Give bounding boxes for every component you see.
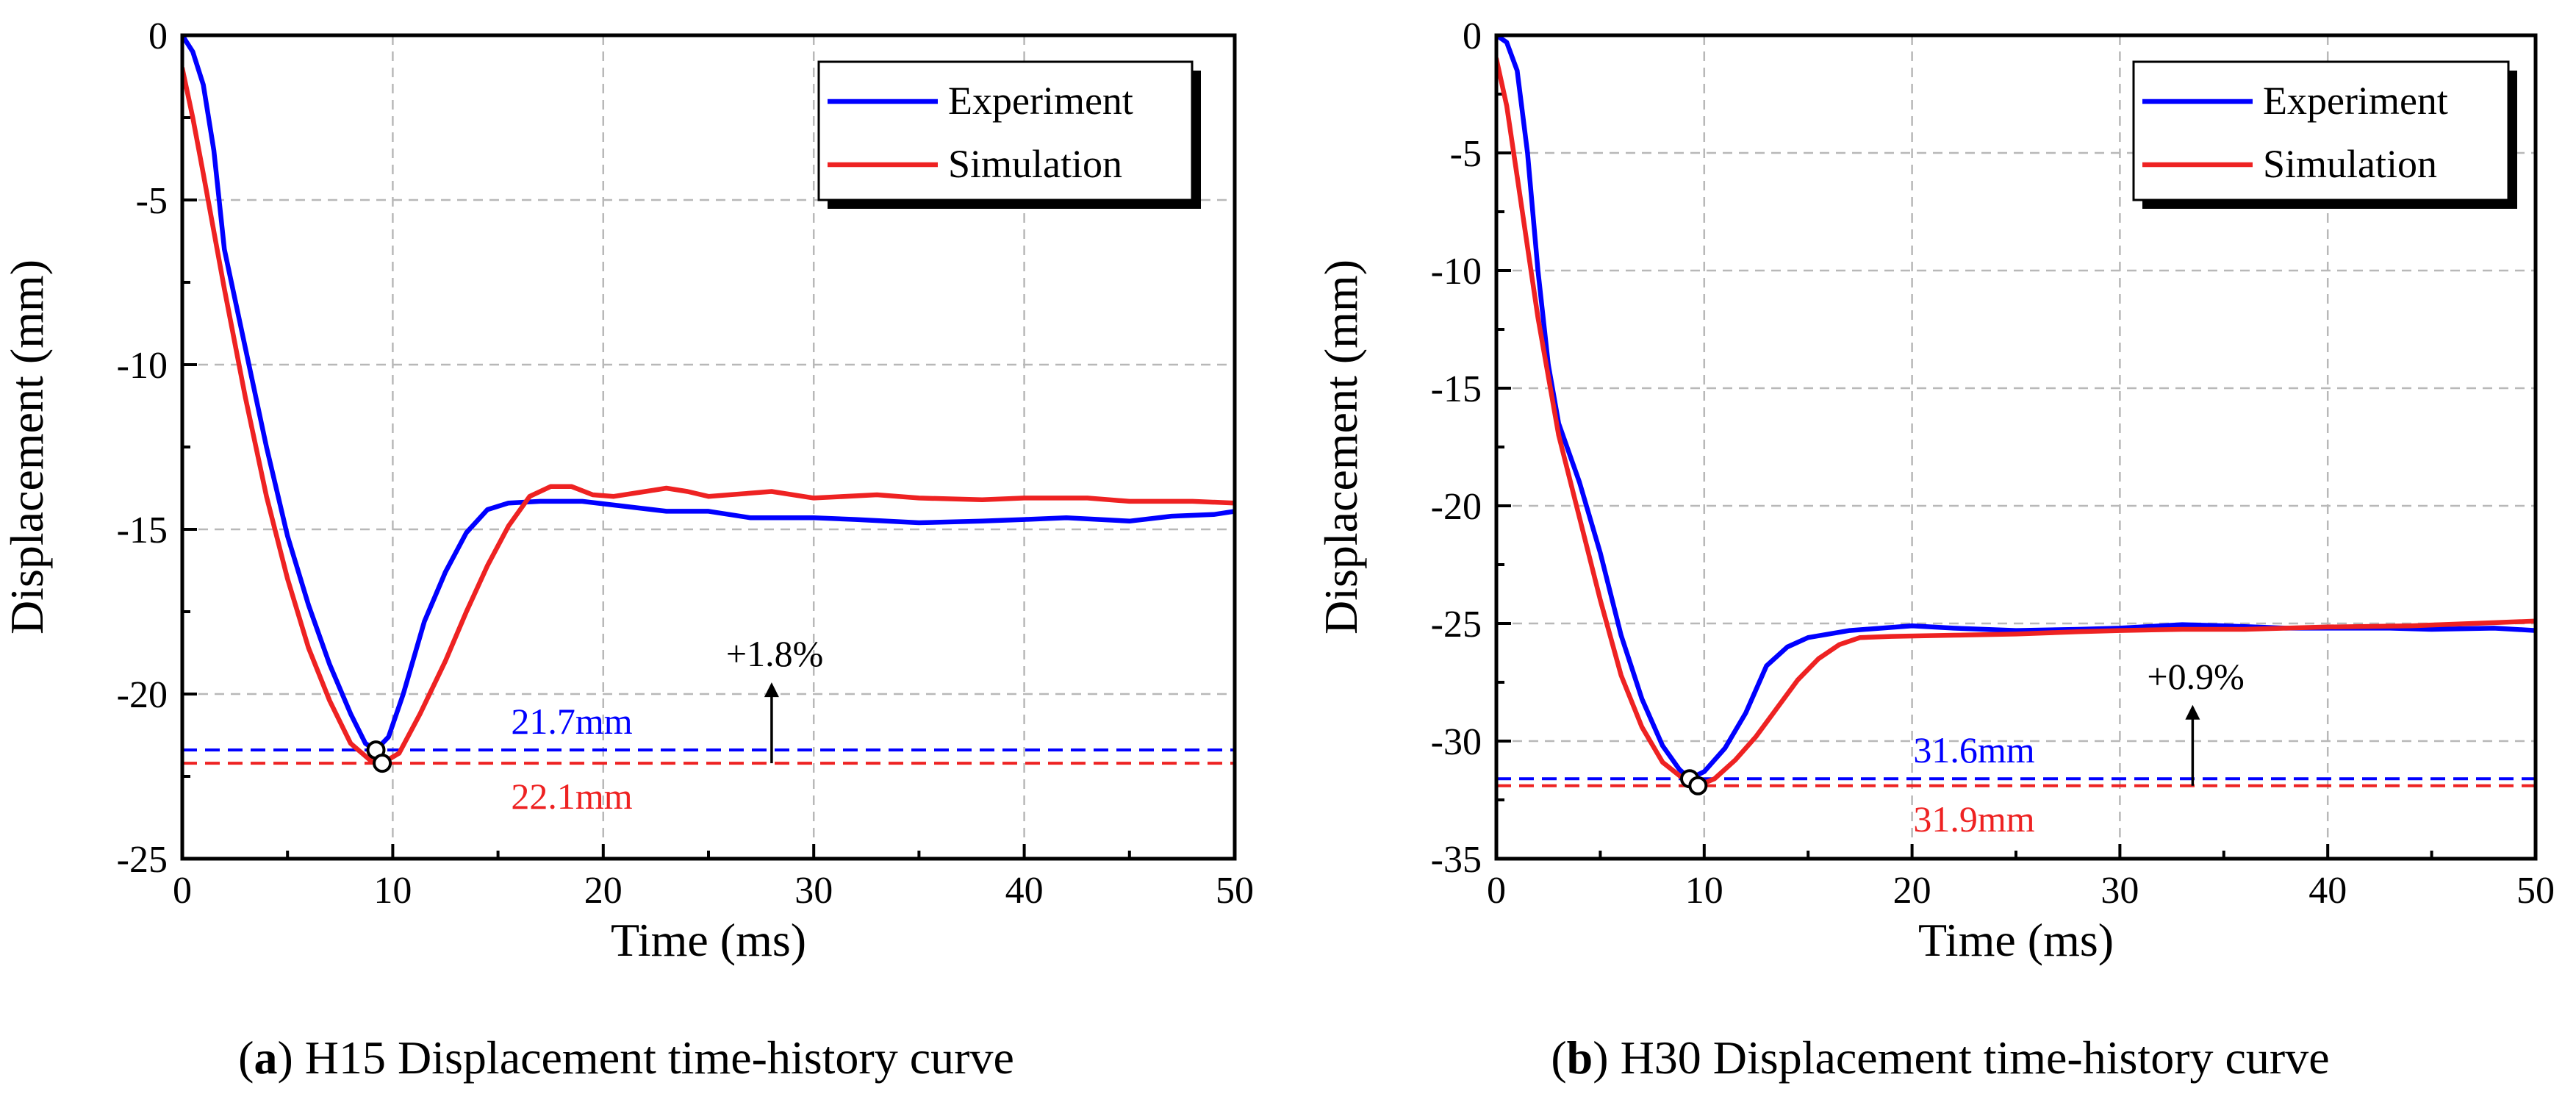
x-tick-label: 0 [1487, 870, 1506, 912]
plot-frame [180, 33, 1237, 861]
difference-annotation: +0.9% [2147, 656, 2245, 786]
tick-labels: 0 10 20 30 40 50 0 -5 -10 -15 -20 -25 [117, 15, 1254, 912]
y-axis-title: Displacement (mm) [1, 260, 53, 634]
x-tick-label: 20 [584, 870, 623, 912]
y-tick-label: -25 [117, 839, 168, 881]
series-line-simulation [1496, 56, 2536, 789]
caption-paren-open: ( [1551, 1031, 1566, 1084]
caption-paren-open: ( [238, 1031, 254, 1084]
y-tick-label: -10 [117, 345, 168, 387]
grid [1496, 35, 2536, 859]
x-tick-label: 10 [1685, 870, 1723, 912]
x-tick-label: 0 [173, 870, 192, 912]
percent-difference-label: +0.9% [2147, 656, 2244, 697]
peak-markers [1680, 769, 1708, 795]
legend: Experiment Simulation [2132, 60, 2517, 209]
caption-panel-letter: a [254, 1031, 277, 1084]
y-tick-label: -5 [1450, 133, 1482, 175]
caption-paren-close: ) [1593, 1031, 1620, 1084]
y-tick-label: -20 [117, 674, 168, 716]
y-tick-label: -10 [1431, 251, 1482, 293]
x-tick-label: 50 [2516, 870, 2555, 912]
y-tick-label: -5 [136, 180, 168, 222]
caption-paren-close: ) [277, 1031, 304, 1084]
x-tick-label: 10 [373, 870, 412, 912]
legend-label-simulation: Simulation [948, 142, 1122, 186]
reference-labels: 31.6mm 31.9mm [1913, 729, 2034, 840]
chart-panel-a: 0 10 20 30 40 50 0 -5 -10 -15 -20 -25 21.7mm 22.1mm +1… [1, 15, 1254, 1084]
difference-annotation: +1.8% [726, 633, 823, 764]
y-axis-title: Displacement (mm) [1315, 260, 1367, 634]
series-lines [1496, 35, 2536, 789]
peak-marker [1688, 776, 1708, 795]
reference-lines [1496, 777, 2536, 787]
peak-value-label: 22.1mm [511, 776, 632, 817]
legend: Experiment Simulation [817, 60, 1201, 209]
caption-text: H30 Displacement time-history curve [1621, 1031, 2330, 1084]
x-tick-label: 40 [2308, 870, 2347, 912]
y-tick-label: 0 [148, 15, 168, 57]
x-tick-label: 20 [1893, 870, 1931, 912]
y-tick-label: -30 [1431, 721, 1482, 763]
x-axis-title: Time (ms) [1918, 914, 2114, 966]
x-tick-label: 40 [1005, 870, 1044, 912]
series-line-simulation [182, 65, 1235, 766]
plot-frame [1494, 33, 2538, 861]
caption-text: H15 Displacement time-history curve [305, 1031, 1014, 1084]
arrow-head [764, 682, 779, 698]
panel-caption: (b) H30 Displacement time-history curve [1551, 1031, 2329, 1084]
arrow-head [2185, 704, 2200, 720]
series-lines [182, 35, 1235, 766]
tick-labels: 0 10 20 30 40 50 0 -5 -10 -15 -20 -25 -30 -35 [1431, 15, 2555, 912]
reference-lines [182, 748, 1235, 765]
panel-caption: (a) H15 Displacement time-history curve [238, 1031, 1014, 1084]
y-tick-label: -25 [1431, 604, 1482, 646]
caption-panel-letter: b [1567, 1031, 1593, 1084]
peak-value-label: 31.9mm [1913, 798, 2034, 840]
peak-marker [373, 754, 392, 773]
x-tick-label: 30 [794, 870, 833, 912]
y-tick-label: -15 [1431, 368, 1482, 410]
peak-value-label: 31.6mm [1913, 729, 2034, 770]
percent-difference-label: +1.8% [726, 633, 823, 674]
legend-label-experiment: Experiment [2263, 79, 2448, 123]
y-tick-label: 0 [1463, 15, 1482, 57]
chart-panel-b: 0 10 20 30 40 500-5-10-15-20-25-30-3531.6mm31… [1315, 15, 2555, 1084]
series-line-experiment [182, 35, 1235, 753]
x-tick-label: 50 [1216, 870, 1254, 912]
y-tick-label: -20 [1431, 486, 1482, 528]
x-tick-label: 30 [2100, 870, 2139, 912]
legend-label-simulation: Simulation [2263, 142, 2437, 186]
x-axis-title: Time (ms) [611, 914, 806, 966]
peak-markers [366, 740, 392, 773]
reference-labels: 21.7mm 22.1mm [511, 701, 632, 817]
legend-box [2132, 60, 2510, 201]
y-tick-label: -35 [1431, 839, 1482, 881]
legend-box [817, 60, 1194, 201]
y-tick-label: -15 [117, 509, 168, 551]
legend-label-experiment: Experiment [948, 79, 1133, 123]
peak-value-label: 21.7mm [511, 701, 632, 742]
